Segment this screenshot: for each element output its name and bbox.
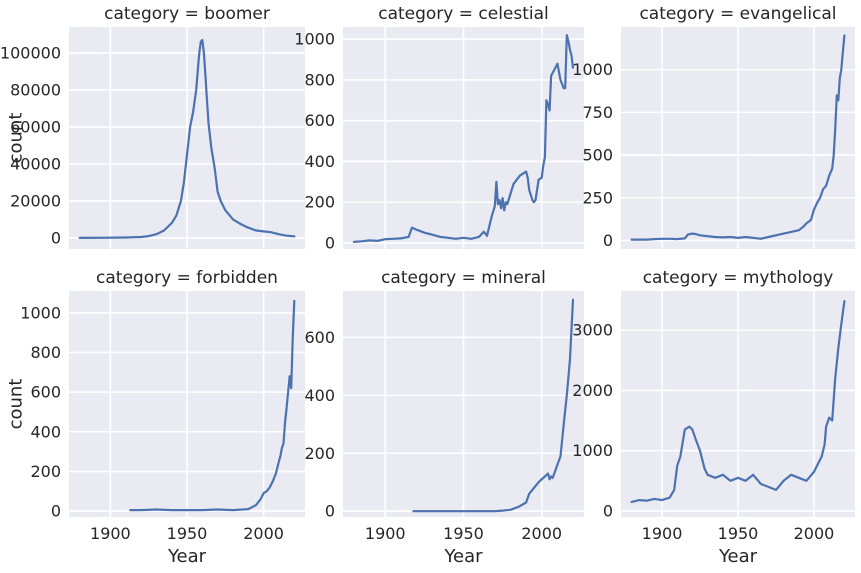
y-tick-label: 200 [30,462,61,481]
y-tick-label: 2000 [572,381,613,400]
facet-panel-2: 0 200 400 600 800 1000 category = celestial [294,4,584,252]
facet-panel-1: 0 20000 40000 60000 80000 100000 category = bo… [0,4,305,249]
y-tick-label: 80000 [10,80,61,99]
y-tick-label: 3000 [572,321,613,340]
facet-title: category = evangelical [639,4,836,24]
y-tick-label: 60000 [10,117,61,136]
y-tick-label: 200 [304,444,335,463]
y-tick-label: 250 [582,188,613,207]
y-tick-label: 800 [304,70,335,89]
y-tick-label: 0 [51,502,61,521]
y-tick-label: 1000 [294,30,335,49]
series-line [129,299,296,512]
y-tick-label: 600 [304,328,335,347]
x-axis-label: Year [167,546,207,567]
y-tick-label: 0 [325,502,335,521]
series-line [412,298,575,513]
y-tick-label: 1000 [20,303,61,322]
y-tick-label: 0 [325,233,335,252]
y-tick-label: 500 [582,146,613,165]
y-tick-label: 40000 [10,154,61,173]
x-axis-label: Year [718,546,758,567]
x-tick-label: 1950 [443,524,484,543]
y-tick-label: 200 [304,193,335,212]
y-tick-label: 400 [304,152,335,171]
y-tick-label: 400 [30,422,61,441]
series-line [352,34,575,243]
x-tick-label: 2000 [521,524,562,543]
y-tick-label: 20000 [10,191,61,210]
y-tick-label: 0 [51,228,61,247]
facet-title: category = forbidden [96,268,278,288]
y-tick-label: 0 [603,501,613,520]
y-tick-label: 0 [603,231,613,250]
facet-title: category = celestial [378,4,549,24]
x-tick-label: 2000 [794,524,835,543]
x-tick-label: 1950 [718,524,759,543]
y-tick-label: 800 [30,343,61,362]
facet-panel-6: 0 1000 2000 3000 1900 1950 2000 category = myth… [572,268,855,567]
y-tick-label: 750 [582,103,613,122]
series-line [78,38,296,239]
facet-title: category = mythology [643,268,834,288]
facet-panel-3: 0 250 500 750 1000 category = evangelical [572,4,855,250]
y-tick-label: 1000 [572,60,613,79]
series-line [630,300,846,503]
x-tick-label: 1900 [642,524,683,543]
y-tick-label: 400 [304,386,335,405]
x-tick-label: 1950 [167,524,208,543]
y-tick-label: 600 [304,111,335,130]
x-tick-label: 2000 [243,524,284,543]
y-tick-label: 1000 [572,441,613,460]
facet-panel-4: 0 200 400 600 800 1000 1900 1950 2000 category = … [6,268,305,567]
y-axis-label: count [6,379,27,430]
x-tick-label: 1900 [365,524,406,543]
x-tick-label: 1900 [90,524,131,543]
facet-title: category = boomer [104,4,270,24]
facet-panel-5: 0 200 400 600 1900 1950 2000 category = mineral… [304,268,584,567]
y-tick-label: 100000 [0,43,61,62]
series-line [630,34,846,241]
y-axis-label: count [6,113,27,164]
y-tick-label: 600 [30,383,61,402]
x-axis-label: Year [443,546,483,567]
facet-title: category = mineral [381,268,546,288]
